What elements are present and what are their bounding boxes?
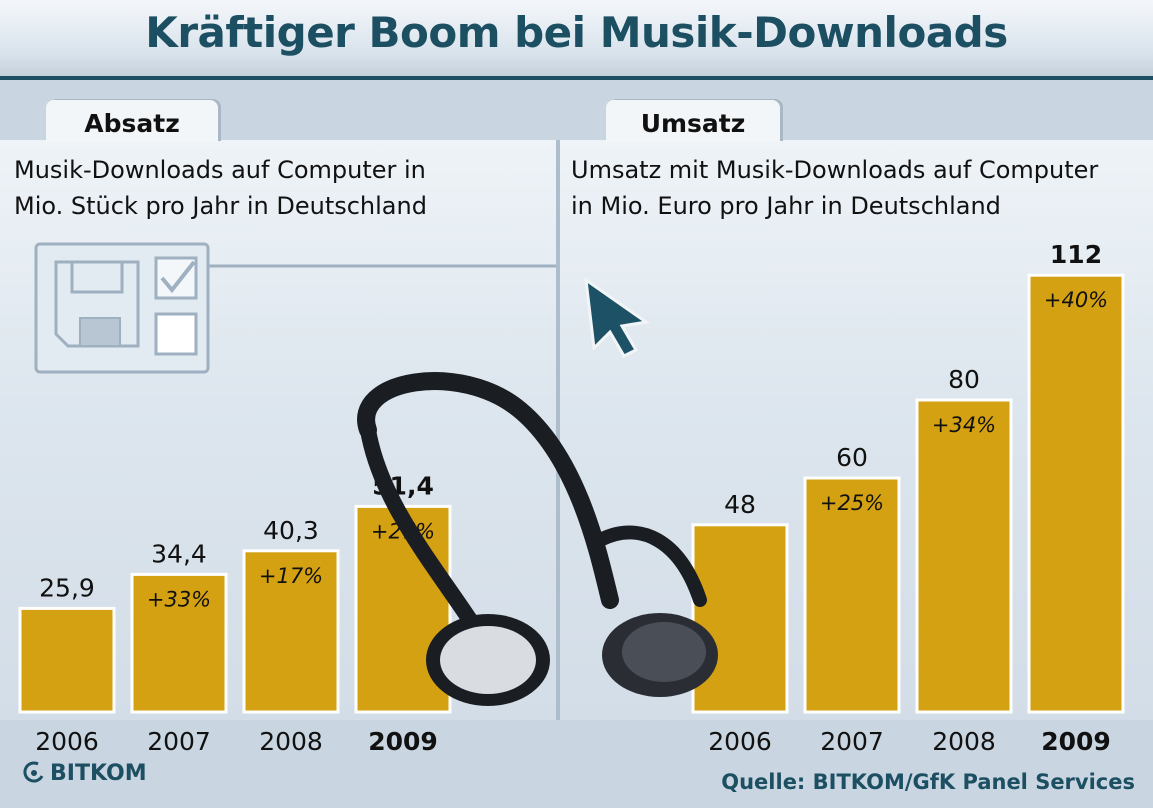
bar-umsatz-2009 — [1027, 273, 1125, 714]
bitkom-logo: BITKOM — [22, 760, 147, 786]
growth-label-umsatz-2008: +34% — [932, 413, 996, 437]
bar-umsatz-2008 — [915, 398, 1013, 714]
chart-umsatz: 48 2006 60 +25% 2007 80 +34% 2008 112 +40% 2009 — [691, 240, 1125, 756]
chart-title-absatz: Musik-Downloads auf Computer in Mio. Stü… — [14, 156, 427, 220]
cursor-arrow-icon — [584, 276, 650, 358]
category-label-umsatz-2008: 2008 — [932, 727, 996, 756]
category-label-umsatz-2009: 2009 — [1041, 727, 1111, 756]
growth-label-absatz-2008: +17% — [259, 564, 323, 588]
bar-umsatz-2006 — [691, 523, 789, 714]
chart-title-umsatz: Umsatz mit Musik-Downloads auf Computer … — [571, 156, 1099, 220]
bar-absatz-2008 — [242, 549, 340, 714]
growth-label-umsatz-2009: +40% — [1044, 288, 1108, 312]
logo-text: BITKOM — [50, 761, 147, 786]
bar-absatz-2006 — [18, 606, 116, 714]
value-label-absatz-2008: 40,3 — [263, 516, 319, 545]
floppy-disk-icon — [34, 242, 556, 374]
value-label-absatz-2007: 34,4 — [151, 539, 207, 568]
tab-absatz: Absatz — [46, 100, 218, 142]
value-label-umsatz-2008: 80 — [948, 365, 980, 394]
value-label-umsatz-2007: 60 — [836, 443, 868, 472]
category-label-absatz-2006: 2006 — [35, 727, 99, 756]
growth-label-umsatz-2007: +25% — [820, 491, 884, 515]
tab-umsatz: Umsatz — [606, 100, 780, 142]
bar-umsatz-2007 — [803, 476, 901, 714]
category-label-umsatz-2006: 2006 — [708, 727, 772, 756]
category-label-absatz-2008: 2008 — [259, 727, 323, 756]
headphones-image — [357, 372, 718, 706]
value-label-absatz-2006: 25,9 — [39, 573, 95, 602]
value-label-umsatz-2009: 112 — [1050, 240, 1102, 269]
category-label-umsatz-2007: 2007 — [820, 727, 884, 756]
bar-absatz-2007 — [130, 572, 228, 714]
source-note: Quelle: BITKOM/GfK Panel Services — [721, 770, 1135, 794]
bitkom-logo-mark — [23, 761, 44, 783]
category-label-absatz-2009: 2009 — [368, 727, 438, 756]
page-title: Kräftiger Boom bei Musik-Downloads — [145, 8, 1008, 57]
panel-divider — [556, 140, 560, 720]
category-label-absatz-2007: 2007 — [147, 727, 211, 756]
chart-absatz: 25,9200634,4+33%200740,3+17%200851,4+27%… — [18, 471, 452, 756]
growth-label-absatz-2007: +33% — [147, 587, 211, 611]
checkbox-icon — [154, 256, 198, 356]
header-bar: Kräftiger Boom bei Musik-Downloads — [0, 0, 1153, 80]
value-label-umsatz-2006: 48 — [724, 490, 756, 519]
